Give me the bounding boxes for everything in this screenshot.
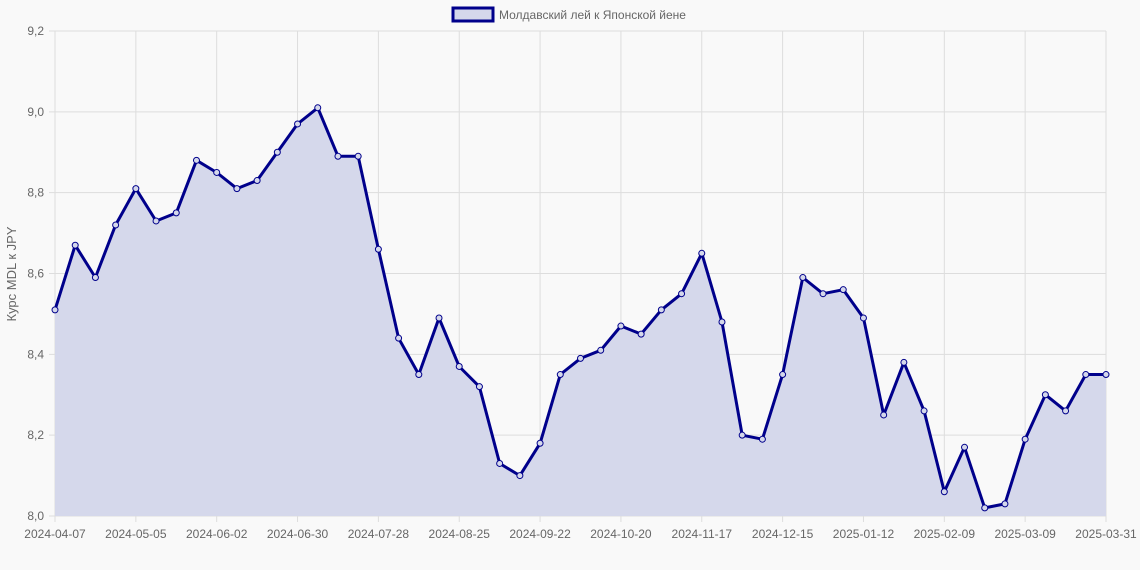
x-tick-label: 2024-09-22 [509,527,571,541]
y-tick-label: 8,8 [27,186,44,200]
data-point[interactable] [1021,435,1029,443]
data-point[interactable] [597,346,605,354]
data-point[interactable] [91,274,99,282]
data-point[interactable] [475,383,483,391]
data-point[interactable] [657,306,665,314]
data-point[interactable] [779,371,787,379]
data-point[interactable] [374,245,382,253]
data-point[interactable] [233,185,241,193]
y-axis-title: Курс MDL к JPY [4,226,19,321]
y-tick-label: 9,2 [27,24,44,38]
x-tick-label: 2024-04-07 [24,527,86,541]
data-point[interactable] [213,168,221,176]
data-point[interactable] [253,177,261,185]
x-tick-label: 2024-12-15 [752,527,814,541]
data-point[interactable] [395,334,403,342]
data-point[interactable] [920,407,928,415]
data-point[interactable] [1102,371,1110,379]
data-point[interactable] [435,314,443,322]
data-point[interactable] [678,290,686,298]
x-tick-label: 2024-06-02 [186,527,248,541]
data-point[interactable] [132,185,140,193]
data-point[interactable] [172,209,180,217]
data-point[interactable] [718,318,726,326]
data-point[interactable] [577,354,584,362]
data-point[interactable] [51,306,59,314]
legend-label[interactable]: Молдавский лей к Японской йене [499,8,686,22]
data-point[interactable] [334,152,342,160]
data-point[interactable] [698,249,706,257]
area-fill [55,107,1106,517]
data-point[interactable] [758,435,766,443]
data-point[interactable] [1041,391,1049,399]
data-point[interactable] [1001,500,1009,508]
data-point[interactable] [294,120,302,128]
data-point[interactable] [415,371,423,379]
data-point[interactable] [819,290,827,298]
x-tick-label: 2024-11-17 [672,527,733,541]
data-points [51,104,1110,512]
data-point[interactable] [556,371,564,379]
data-point[interactable] [859,314,867,322]
legend-swatch[interactable] [451,6,495,23]
x-tick-label: 2025-01-12 [833,527,895,541]
y-tick-label: 8,6 [27,267,44,281]
data-point[interactable] [152,217,160,225]
x-tick-label: 2025-02-09 [914,527,976,541]
x-tick-label: 2025-03-09 [994,527,1056,541]
data-point[interactable] [637,330,645,338]
data-point[interactable] [273,148,281,156]
legend[interactable]: Молдавский лей к Японской йене [451,6,686,23]
data-point[interactable] [455,362,463,370]
data-point[interactable] [981,504,989,512]
data-point[interactable] [192,156,200,164]
data-point[interactable] [496,459,504,467]
data-point[interactable] [314,104,322,112]
x-tick-label: 2025-03-31 [1075,527,1137,541]
data-point[interactable] [617,322,625,330]
data-point[interactable] [112,221,120,229]
x-tick-label: 2024-08-25 [429,527,491,541]
y-axis-ticks: 9,2 9,0 8,8 8,6 8,4 8,2 8,0 [27,24,44,523]
x-tick-label: 2024-05-05 [105,527,167,541]
data-point[interactable] [961,443,969,451]
data-point[interactable] [516,472,524,480]
data-point[interactable] [799,274,807,282]
data-point[interactable] [880,411,888,419]
y-tick-label: 8,4 [27,347,44,361]
data-point[interactable] [839,286,847,294]
y-tick-label: 8,2 [27,428,44,442]
x-tick-label: 2024-07-28 [348,527,410,541]
data-point[interactable] [536,439,544,447]
data-point[interactable] [71,241,79,249]
data-point[interactable] [1062,407,1070,415]
y-tick-label: 9,0 [27,105,44,119]
data-point[interactable] [738,431,746,439]
x-axis-ticks: 2024-04-07 2024-05-05 2024-06-02 2024-06-30… [24,527,1137,541]
x-tick-label: 2024-10-20 [590,527,652,541]
data-point[interactable] [940,488,948,496]
x-tick-label: 2024-06-30 [267,527,329,541]
data-point[interactable] [354,152,362,160]
data-point[interactable] [1082,371,1090,379]
data-point[interactable] [900,358,908,366]
y-tick-label: 8,0 [27,509,44,523]
